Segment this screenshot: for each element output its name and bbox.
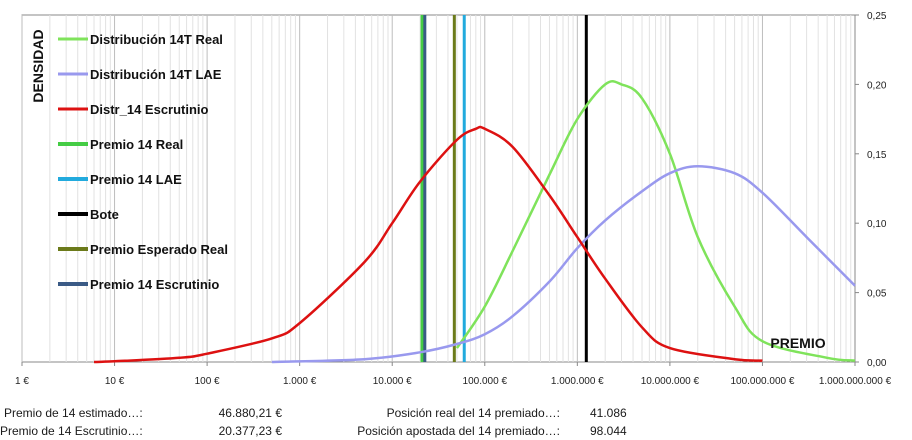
y-tick-label: 0,10 — [867, 219, 887, 230]
density-chart: 1 € 10 € 100 € 1.000 € 10.000 € 100.000 € 1.00… — [15, 11, 892, 387]
x-tick-label: 1.000.000.000 € — [819, 376, 892, 387]
legend-label: Bote — [90, 207, 119, 222]
chart-svg: 1 € 10 € 100 € 1.000 € 10.000 € 100.000 € 1.00… — [15, 11, 892, 387]
posicion-apostada-value: 98.044 — [590, 424, 627, 438]
premio-estimado-label: Premio de 14 estimado…: — [4, 406, 143, 420]
y-tick-label: 0,25 — [867, 11, 887, 22]
y-tick-label: 0,00 — [867, 358, 887, 369]
series-line-distr-14-escrutinio — [93, 125, 763, 364]
premio-escrutinio-value: 20.377,23 € — [218, 424, 282, 438]
y-tick-label: 0,20 — [867, 80, 887, 91]
legend-label: Premio Esperado Real — [90, 242, 228, 257]
y-tick-label: 0,15 — [867, 150, 887, 161]
legend-label: Distr_14 Escrutinio — [90, 102, 209, 117]
x-tick-label: 10.000 € — [373, 376, 412, 387]
legend-label: Distribución 14T LAE — [90, 67, 222, 82]
series-line-distribuci-n-14t-lae — [271, 165, 856, 364]
legend-label: Premio 14 LAE — [90, 172, 182, 187]
posicion-apostada-label: Posición apostada del 14 premiado…: — [357, 424, 560, 438]
x-tick-label: 10 € — [105, 376, 125, 387]
premio-estimado-value: 46.880,21 € — [218, 406, 282, 420]
x-axis-title: PREMIO — [770, 335, 825, 351]
premio-escrutinio-label: Premio de 14 Escrutinio…: — [0, 424, 143, 438]
plot-area — [21, 14, 856, 363]
x-tick-label: 10.000.000 € — [641, 376, 700, 387]
posicion-real-label: Posición real del 14 premiado…: — [386, 406, 560, 420]
posicion-real-value: 41.086 — [590, 406, 627, 420]
legend-label: Premio 14 Escrutinio — [90, 277, 219, 292]
x-tick-label: 1.000.000 € — [551, 376, 604, 387]
x-tick-label: 1 € — [15, 376, 29, 387]
x-tick-label: 100.000 € — [463, 376, 508, 387]
legend: Distribución 14T Real Distribución 14T LA… — [58, 32, 228, 292]
y-tick-label: 0,05 — [867, 289, 887, 300]
x-tick-label: 1.000 € — [283, 376, 317, 387]
series-line-distribuci-n-14t-real — [455, 79, 856, 362]
x-tick-label: 100.000.000 € — [730, 376, 794, 387]
x-tick-label: 100 € — [195, 376, 220, 387]
grid — [21, 14, 859, 366]
legend-label: Premio 14 Real — [90, 137, 183, 152]
y-axis-title: DENSIDAD — [30, 29, 46, 102]
legend-label: Distribución 14T Real — [90, 32, 223, 47]
